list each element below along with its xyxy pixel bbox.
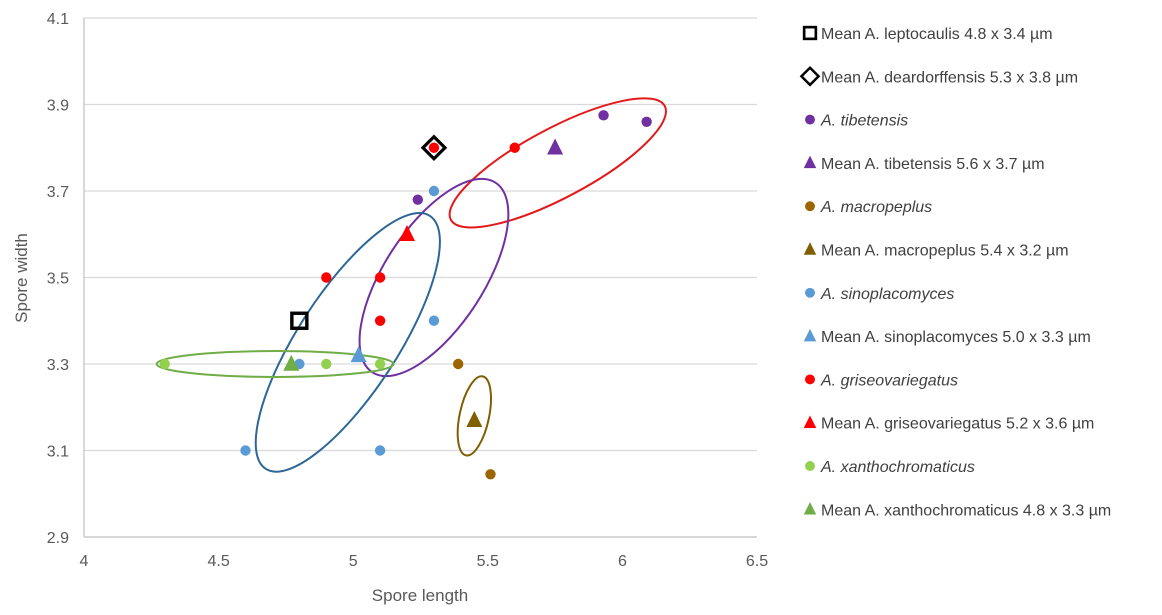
x-tick-label: 5.5 [477, 553, 499, 570]
y-tick-label: 2.9 [47, 530, 69, 547]
data-point [466, 410, 483, 427]
legend-item: Mean A. leptocaulis 4.8 x 3.4 µm [802, 25, 1053, 43]
cluster-ellipse [448, 97, 667, 229]
legend-item: Mean A. deardorffensis 5.3 x 3.8 µm [799, 65, 1078, 87]
legend-marker [802, 25, 818, 41]
data-point [399, 224, 416, 241]
legend-label: A. griseovariegatus [820, 372, 958, 389]
x-tick-label: 6.5 [746, 553, 768, 570]
legend-item: A. tibetensis [805, 113, 908, 130]
legend-item: Mean A. griseovariegatus 5.2 x 3.6 µm [803, 415, 1094, 433]
x-tick-label: 6 [618, 553, 627, 570]
axes [83, 18, 757, 538]
data-point [412, 194, 424, 205]
legend-label: A. xanthochromaticus [820, 459, 975, 476]
legend-label: Mean A. griseovariegatus 5.2 x 3.6 µm [821, 416, 1094, 433]
data-point [485, 469, 496, 480]
y-tick-label: 3.1 [47, 444, 69, 461]
legend-label: Mean A. xanthochromaticus 4.8 x 3.3 µm [821, 502, 1111, 519]
legend-label: A. sinoplacomyces [820, 286, 954, 303]
tick-labels: 2.9 3.1 3.3 3.5 3.7 3.9 4.1 4 4.5 5 5.5 6 6.5 [47, 11, 768, 570]
data-point [321, 272, 332, 283]
legend-marker [803, 242, 817, 255]
data-point [240, 445, 251, 456]
data-point [374, 272, 386, 283]
legend-marker [799, 65, 821, 87]
cluster-ellipse [456, 375, 492, 457]
legend-marker [803, 415, 817, 428]
data-point [428, 142, 440, 153]
data-point [428, 185, 440, 197]
data-points [159, 110, 652, 480]
legend-item: A. griseovariegatus [805, 372, 958, 389]
x-tick-label: 4 [80, 553, 89, 570]
legend-item: A. sinoplacomyces [805, 286, 954, 303]
data-point [428, 315, 440, 326]
legend-item: Mean A. macropeplus 5.4 x 3.2 µm [803, 242, 1069, 260]
x-tick-label: 4.5 [207, 553, 229, 570]
legend-marker [803, 328, 817, 342]
data-point [374, 445, 386, 456]
legend: Mean A. leptocaulis 4.8 x 3.4 µm Mean A. … [799, 25, 1111, 519]
legend-label: A. tibetensis [820, 113, 908, 130]
legend-label: Mean A. sinoplacomyces 5.0 x 3.3 µm [821, 329, 1091, 346]
legend-item: A. macropeplus [805, 199, 932, 216]
data-point [283, 354, 300, 371]
data-point [641, 116, 652, 128]
y-tick-label: 3.3 [47, 357, 69, 374]
y-tick-label: 4.1 [47, 11, 69, 28]
legend-marker [805, 374, 815, 385]
data-point [374, 315, 386, 326]
legend-item: Mean A. xanthochromaticus 4.8 x 3.3 µm [803, 502, 1111, 519]
data-point [159, 358, 170, 370]
y-tick-label: 3.7 [47, 184, 69, 201]
y-tick-label: 3.9 [47, 98, 69, 115]
data-point [547, 138, 564, 155]
y-tick-label: 3.5 [47, 271, 69, 288]
legend-marker [805, 201, 815, 212]
cluster-ellipses [155, 97, 667, 473]
legend-label: Mean A. macropeplus 5.4 x 3.2 µm [821, 243, 1069, 260]
legend-label: A. macropeplus [820, 199, 932, 216]
legend-marker [803, 155, 817, 169]
data-point [420, 134, 448, 162]
data-point [290, 311, 309, 330]
legend-marker [805, 461, 815, 471]
gridlines [84, 17, 757, 452]
cluster-ellipse [155, 350, 395, 378]
data-point [374, 358, 386, 370]
legend-marker [805, 114, 815, 125]
x-tick-label: 5 [349, 553, 358, 570]
data-point [321, 358, 332, 370]
legend-label: Mean A. deardorffensis 5.3 x 3.8 µm [821, 69, 1078, 86]
data-point [598, 110, 609, 121]
data-point [350, 346, 367, 363]
x-axis-title: Spore length [372, 586, 468, 605]
cluster-ellipse [254, 212, 441, 473]
legend-label: Mean A. tibetensis 5.6 x 3.7 µm [821, 156, 1045, 173]
data-point [509, 142, 520, 153]
legend-item: Mean A. sinoplacomyces 5.0 x 3.3 µm [803, 328, 1091, 346]
legend-label: Mean A. leptocaulis 4.8 x 3.4 µm [821, 26, 1053, 43]
y-axis-title: Spore width [12, 233, 31, 323]
legend-item: A. xanthochromaticus [805, 459, 975, 476]
legend-marker [805, 287, 815, 298]
legend-item: Mean A. tibetensis 5.6 x 3.7 µm [803, 155, 1045, 173]
legend-marker [803, 502, 817, 515]
data-point [452, 358, 464, 370]
